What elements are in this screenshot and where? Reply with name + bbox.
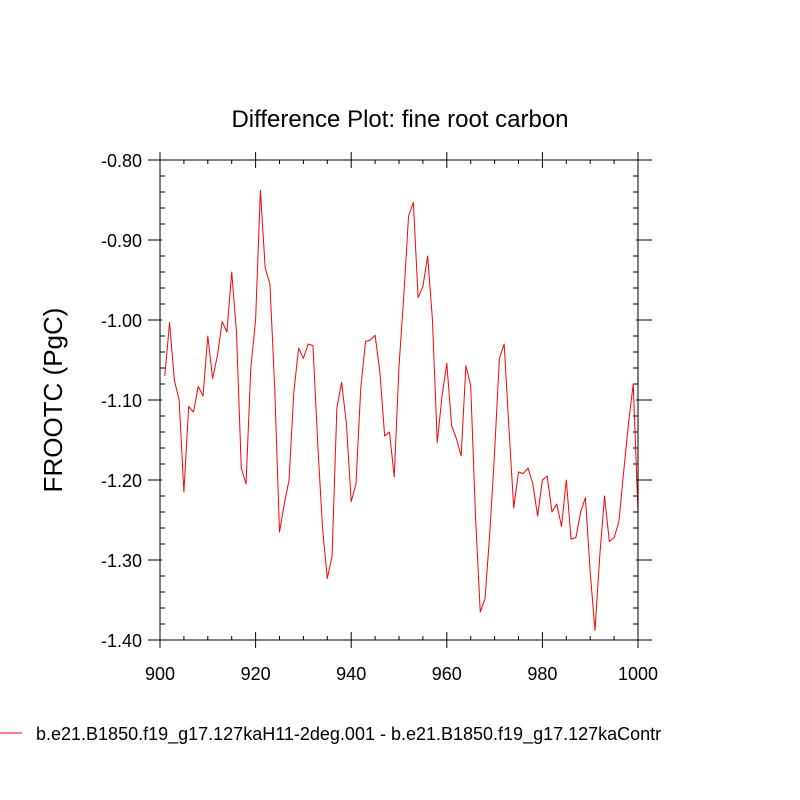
y-tick-label: -0.90 xyxy=(101,231,142,251)
y-axis-label: FROOTC (PgC) xyxy=(38,308,68,493)
y-tick-label: -1.20 xyxy=(101,471,142,491)
y-tick-label: -1.00 xyxy=(101,311,142,331)
plot-frame xyxy=(159,159,639,641)
chart-title: Difference Plot: fine root carbon xyxy=(231,106,568,133)
x-tick-label: 980 xyxy=(527,664,557,684)
series-group xyxy=(164,189,639,631)
series-line-0 xyxy=(164,189,639,631)
legend: b.e21.B1850.f19_g17.127kaH11-2deg.001 - … xyxy=(0,724,661,745)
y-tick-label: -1.10 xyxy=(101,391,142,411)
x-tick-label: 940 xyxy=(336,664,366,684)
y-tick-label: -1.30 xyxy=(101,551,142,571)
legend-entry: b.e21.B1850.f19_g17.127kaH11-2deg.001 - … xyxy=(36,724,661,745)
x-tick-label: 920 xyxy=(241,664,271,684)
x-tick-label: 960 xyxy=(432,664,462,684)
x-tick-label: 1000 xyxy=(618,664,658,684)
y-tick-label: -0.80 xyxy=(101,151,142,171)
x-tick-label: 900 xyxy=(145,664,175,684)
y-tick-label: -1.40 xyxy=(101,631,142,651)
axis-ticks: 900 920 940 960 980 1000 -0.80 -0.90 -1.00 -1.10 -… xyxy=(101,151,658,684)
